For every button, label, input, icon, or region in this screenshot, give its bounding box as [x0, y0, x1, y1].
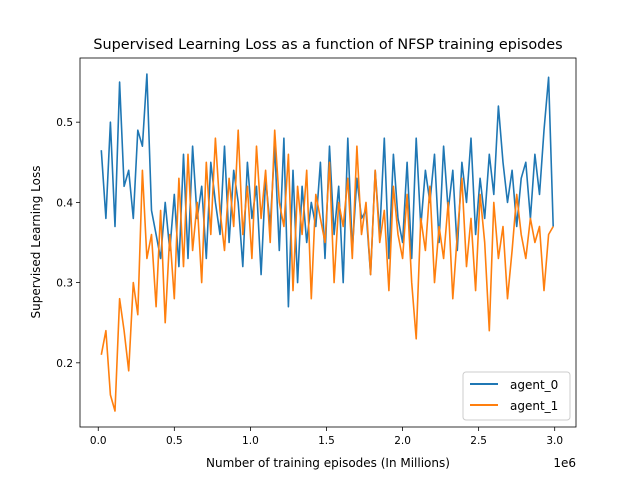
- y-tick-label: 0.4: [56, 197, 73, 209]
- x-tick-label: 1.0: [242, 435, 259, 447]
- x-axis-label: Number of training episodes (In Millions…: [206, 456, 450, 470]
- x-tick-label: 2.0: [394, 435, 411, 447]
- y-tick-label: 0.5: [56, 117, 73, 129]
- plot-frame: [79, 57, 577, 428]
- series-line-agent-1: [100, 129, 554, 412]
- x-offset-label: 1e6: [553, 456, 576, 470]
- x-tick-label: 3.0: [546, 435, 563, 447]
- x-tick-label: 1.5: [318, 435, 335, 447]
- y-tick-label: 0.2: [56, 358, 73, 370]
- x-axis: 0.0 0.5 1.0 1.5 2.0 2.5 3.0: [90, 427, 563, 447]
- legend-label-agent-0: agent_0: [510, 378, 558, 392]
- x-tick-label: 0.5: [166, 435, 183, 447]
- chart-title: Supervised Learning Loss as a function o…: [93, 37, 562, 53]
- x-tick-label: 0.0: [90, 435, 107, 447]
- y-axis-label: Supervised Learning Loss: [29, 166, 43, 319]
- y-tick-label: 0.3: [56, 278, 73, 290]
- legend: agent_0 agent_1: [462, 371, 571, 421]
- x-tick-label: 2.5: [470, 435, 487, 447]
- series-lines: [100, 73, 554, 412]
- legend-label-agent-1: agent_1: [510, 399, 558, 413]
- y-axis: 0.2 0.3 0.4 0.5: [56, 117, 80, 370]
